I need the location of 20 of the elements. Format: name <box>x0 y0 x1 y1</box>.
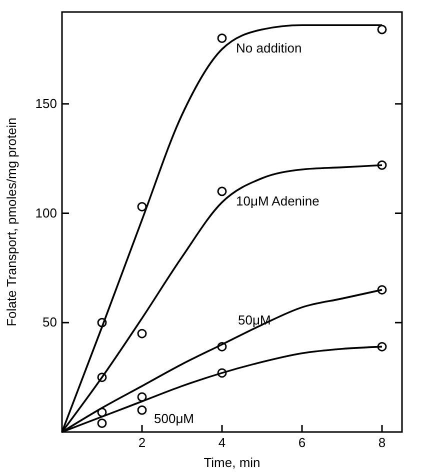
x-tick-label: 8 <box>378 435 386 450</box>
x-tick-label: 4 <box>218 435 226 450</box>
point <box>217 186 227 196</box>
y-tick-label: 50 <box>42 314 57 330</box>
point <box>137 328 147 338</box>
series-label: 10μM Adenine <box>236 193 320 208</box>
x-axis-title: Time, min <box>204 455 260 470</box>
point <box>217 34 227 43</box>
series-label: No addition <box>236 40 302 56</box>
point <box>97 418 107 428</box>
point <box>137 405 147 415</box>
x-tick-label: 2 <box>138 435 146 450</box>
point <box>377 24 387 34</box>
y-axis-title: Folate Transport, pmoles/mg protein <box>4 118 19 326</box>
point <box>137 202 147 212</box>
series-label: 50μM <box>238 312 271 328</box>
y-tick-label: 100 <box>35 205 57 220</box>
y-tick-label: 150 <box>35 96 57 111</box>
series-label: 500μM <box>154 410 194 426</box>
x-tick-label: 6 <box>298 435 306 450</box>
